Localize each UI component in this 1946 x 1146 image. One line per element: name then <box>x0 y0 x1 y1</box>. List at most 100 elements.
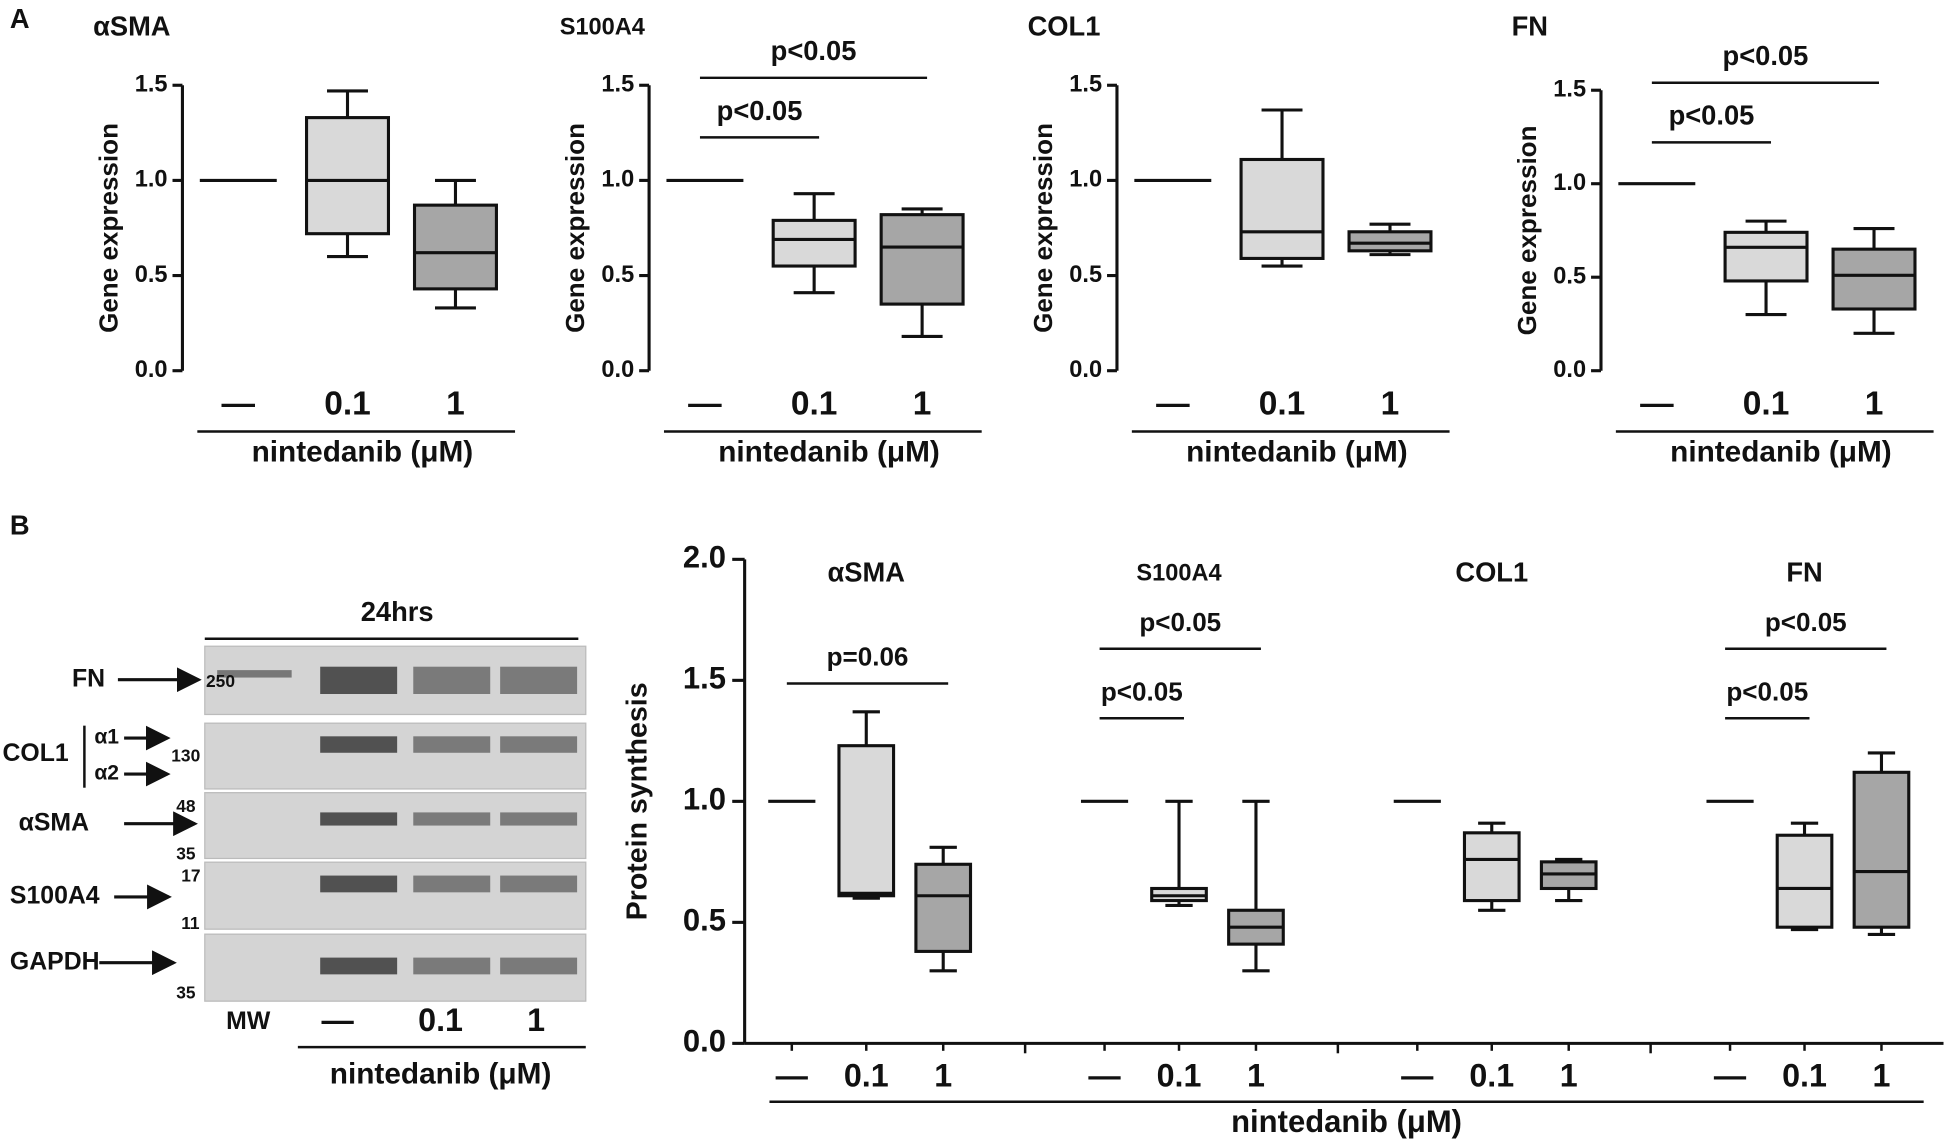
blot-x-label: nintedanib (μM) <box>330 1057 552 1090</box>
x-tick-label: 1 <box>1247 1058 1265 1094</box>
blot-band <box>320 736 398 753</box>
y-tick-label: 1.0 <box>683 782 726 817</box>
y-tick-label: 0.0 <box>601 356 634 382</box>
box <box>879 213 965 306</box>
box <box>1723 230 1809 283</box>
y-tick-label: 0.5 <box>1069 261 1102 287</box>
bracket-label: p<0.05 <box>717 95 803 126</box>
blot-band <box>320 875 398 893</box>
x-tick-label: 0.1 <box>1157 1058 1202 1094</box>
x-tick-label: 1 <box>1872 1058 1890 1094</box>
chart-title: COL1 <box>1028 10 1101 41</box>
box <box>412 203 498 291</box>
blot-band <box>500 957 578 975</box>
bracket-label: p<0.05 <box>771 35 857 66</box>
chart-title: S100A4 <box>560 13 645 39</box>
x-tick-label: — <box>1714 1058 1747 1094</box>
blot-row-label: FN <box>72 665 105 692</box>
x-tick-label: — <box>222 385 256 422</box>
bracket-label: p<0.05 <box>1139 607 1221 637</box>
x-tick-label: 1 <box>913 385 932 422</box>
x-axis-label: nintedanib (μM) <box>1670 436 1892 469</box>
blot-strip <box>204 861 587 930</box>
box <box>1852 770 1911 929</box>
x-tick-label: 1 <box>1865 385 1884 422</box>
x-axis-label: nintedanib (μM) <box>1186 436 1408 469</box>
blot-band <box>320 666 398 695</box>
y-axis-label: Gene expression <box>560 123 590 333</box>
y-tick-label: 0.5 <box>1553 262 1586 288</box>
blot-band <box>500 736 578 753</box>
group-title: FN <box>1786 556 1822 587</box>
box <box>1239 157 1325 260</box>
x-tick-label: 0.1 <box>844 1058 889 1094</box>
blot-band <box>320 812 398 826</box>
blot-row-label: COL1 <box>2 740 68 767</box>
mw-marker: 11 <box>181 913 200 933</box>
blot-band <box>413 875 491 893</box>
x-tick-label: 0.1 <box>324 385 371 422</box>
bracket-label: p<0.05 <box>1723 40 1809 71</box>
blot-strip <box>204 722 587 790</box>
chart-title: FN <box>1512 10 1548 41</box>
blot-title: 24hrs <box>361 596 434 627</box>
blot-row-label: αSMA <box>19 809 89 836</box>
box <box>837 744 896 898</box>
x-tick-label: 0.1 <box>1743 385 1790 422</box>
y-tick-label: 1.5 <box>135 70 168 96</box>
blot-band <box>217 670 292 678</box>
x-tick-label: — <box>688 385 722 422</box>
lane-label: 1 <box>527 1002 545 1038</box>
x-tick-label: 1 <box>1560 1058 1578 1094</box>
x-tick-label: — <box>1156 385 1190 422</box>
group-title: S100A4 <box>1136 559 1221 585</box>
bracket-label: p<0.05 <box>1726 676 1808 706</box>
box <box>771 218 857 268</box>
mw-marker: 130 <box>171 745 200 765</box>
bracket-label: p=0.06 <box>827 642 909 672</box>
x-tick-label: — <box>1640 385 1674 422</box>
blot-band <box>413 812 491 826</box>
y-tick-label: 0.5 <box>683 903 726 938</box>
panel-label: B <box>10 509 30 540</box>
box <box>304 116 391 236</box>
y-axis-label: Protein synthesis <box>622 682 654 920</box>
y-tick-label: 0.0 <box>1069 356 1102 382</box>
blot-band <box>500 666 578 695</box>
x-tick-label: 1 <box>446 385 465 422</box>
box <box>914 862 973 953</box>
y-tick-label: 1.5 <box>1069 70 1102 96</box>
y-tick-label: 0.5 <box>135 261 168 287</box>
y-tick-label: 1.5 <box>1553 75 1586 101</box>
x-axis-label: nintedanib (μM) <box>718 436 940 469</box>
x-axis-label: nintedanib (μM) <box>1231 1104 1462 1139</box>
blot-band <box>500 812 578 826</box>
chain-label: α1 <box>94 726 119 749</box>
bracket-label: p<0.05 <box>1669 100 1755 131</box>
box <box>1831 247 1917 311</box>
mw-marker: 35 <box>176 982 196 1002</box>
x-tick-label: — <box>1401 1058 1434 1094</box>
y-axis-label: Gene expression <box>93 123 123 333</box>
y-tick-label: 0.5 <box>601 261 634 287</box>
y-tick-label: 1.5 <box>683 661 726 696</box>
lane-label: MW <box>226 1008 271 1035</box>
panel-label: A <box>10 3 30 34</box>
x-tick-label: 0.1 <box>791 385 838 422</box>
box <box>1775 833 1834 929</box>
box <box>1462 831 1521 903</box>
blot-band <box>413 957 491 975</box>
y-tick-label: 1.5 <box>601 70 634 96</box>
blot-row-label: GAPDH <box>10 948 100 975</box>
mw-marker: 48 <box>176 796 196 816</box>
y-tick-label: 2.0 <box>683 540 726 575</box>
lane-label: — <box>321 1002 354 1038</box>
mw-marker: 17 <box>181 866 200 886</box>
blot-band <box>500 875 578 893</box>
x-tick-label: — <box>1088 1058 1121 1094</box>
y-tick-label: 0.0 <box>1553 356 1586 382</box>
bracket-label: p<0.05 <box>1101 676 1183 706</box>
y-axis-label: Gene expression <box>1512 126 1542 336</box>
x-tick-label: 1 <box>934 1058 952 1094</box>
